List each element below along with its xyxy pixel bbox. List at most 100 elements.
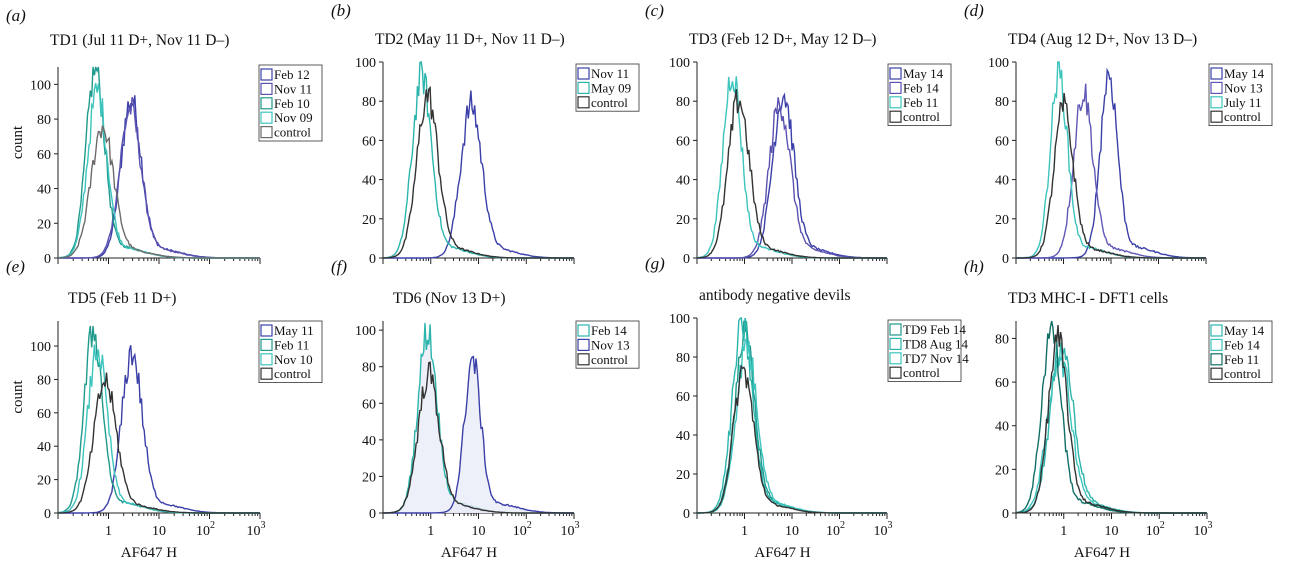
y-tick-label: 40: [362, 434, 376, 449]
panel-label: (a): [6, 6, 26, 25]
legend-swatch: [577, 353, 590, 366]
legend-entry: control: [274, 366, 311, 381]
y-tick-label: 100: [355, 324, 376, 339]
legend-swatch: [889, 96, 902, 109]
y-tick-label: 20: [676, 213, 690, 228]
panel-title: antibody negative devils: [699, 287, 851, 304]
legend-entry: May 14: [1224, 66, 1265, 81]
legend-entry: control: [591, 95, 628, 110]
panel-title: TD2 (May 11 D+, Nov 11 D–): [375, 31, 565, 48]
panel-label: (g): [645, 254, 665, 273]
series-line: [383, 85, 574, 259]
legend-swatch: [889, 67, 902, 80]
series-line: [58, 344, 260, 514]
panel-title: TD3 MHC-I - DFT1 cells: [1008, 290, 1168, 307]
legend-swatch: [577, 67, 590, 80]
y-tick-label: 60: [676, 134, 690, 149]
y-tick-label: 20: [37, 217, 51, 232]
y-tick-label: 40: [37, 440, 51, 455]
x-axis-label: AF647 H: [121, 545, 177, 561]
legend-swatch: [889, 352, 902, 365]
y-tick-label: 40: [362, 174, 376, 189]
series-line: [57, 125, 260, 259]
y-tick-label: 60: [995, 376, 1009, 391]
legend-entry: control: [1224, 109, 1261, 124]
y-tick-label: 80: [676, 95, 690, 110]
legend-swatch: [260, 338, 273, 351]
chart-panel: (c) TD3 (Feb 12 D+, May 12 D–) 0 20 40 60 80 10…: [645, 1, 952, 267]
legend-swatch: [889, 81, 902, 95]
legend-swatch: [260, 125, 273, 139]
legend-entry: Nov 11: [274, 81, 312, 96]
chart-panel: (e) TD5 (Feb 11 D+) 0 20 40 60 80 100 1 10 102 103 c…: [6, 257, 323, 561]
legend-entry: TD9 Feb 14: [903, 322, 966, 337]
legend-entry: May 09: [591, 80, 631, 95]
x-tick-label: 10: [785, 524, 799, 539]
y-tick-label: 40: [995, 174, 1009, 189]
x-tick-label: 103: [874, 520, 893, 539]
legend-entry: Feb 12: [274, 67, 310, 82]
legend-swatch: [889, 323, 902, 336]
y-tick-label: 40: [995, 420, 1009, 435]
y-tick-label: 80: [362, 361, 376, 376]
legend-swatch: [577, 96, 590, 109]
y-tick-label: 0: [1002, 507, 1009, 522]
y-tick-label: 60: [37, 148, 51, 163]
y-tick-label: 0: [683, 507, 690, 522]
legend-entry: TD7 Nov 14: [903, 351, 969, 366]
series-line: [58, 372, 260, 514]
x-axis-label: AF647 H: [1074, 545, 1130, 561]
chart-panel: (a) TD1 (Jul 11 D+, Nov 11 D–) 0 20 40 60 80 10…: [6, 6, 323, 267]
legend-entry: Nov 09: [274, 110, 313, 125]
y-tick-label: 40: [676, 429, 690, 444]
legend-entry: Feb 11: [903, 95, 938, 110]
y-tick-label: 100: [669, 56, 690, 71]
legend-entry: Feb 11: [274, 337, 309, 352]
legend-swatch: [577, 81, 590, 95]
y-tick-label: 60: [995, 134, 1009, 149]
legend-entry: Nov 13: [591, 337, 630, 352]
panel-label: (c): [645, 1, 664, 20]
panel-title: TD5 (Feb 11 D+): [68, 290, 176, 307]
legend-entry: control: [1224, 366, 1261, 381]
legend-entry: Nov 13: [1224, 80, 1263, 95]
series-line: [1016, 61, 1206, 259]
y-tick-label: 0: [1002, 252, 1009, 267]
series-line: [1016, 67, 1206, 259]
y-tick-label: 100: [30, 340, 51, 355]
y-tick-label: 0: [44, 507, 51, 522]
chart-panel: (b) TD2 (May 11 D+, Nov 11 D–) 0 20 40 60 80 10…: [331, 1, 640, 267]
legend-swatch: [1210, 338, 1223, 351]
chart-panel: (g)antibody negative devils0204060801001…: [645, 254, 969, 561]
y-tick-label: 0: [683, 252, 690, 267]
x-tick-label: 10: [472, 524, 486, 539]
legend-swatch: [889, 110, 902, 123]
series-fill: [383, 356, 574, 513]
legend-entry: May 11: [274, 323, 314, 338]
x-tick-label: 102: [196, 520, 215, 539]
legend-entry: Feb 14: [903, 80, 939, 95]
legend-swatch: [260, 68, 273, 81]
panel-title: TD4 (Aug 12 D+, Nov 13 D–): [1008, 31, 1197, 48]
y-tick-label: 100: [30, 78, 51, 93]
series-line: [1015, 342, 1207, 514]
legend-swatch: [889, 366, 902, 379]
legend-entry: Feb 10: [274, 96, 310, 111]
series-line: [1016, 325, 1207, 514]
legend-swatch: [1210, 367, 1223, 380]
series-line: [57, 325, 260, 514]
x-tick-label: 102: [1146, 520, 1165, 539]
panel-label: (f): [331, 257, 347, 276]
y-tick-label: 20: [362, 470, 376, 485]
x-tick-label: 1: [427, 524, 434, 539]
series-line: [1015, 320, 1207, 514]
x-tick-label: 103: [561, 520, 580, 539]
x-tick-label: 1: [105, 524, 112, 539]
legend-swatch: [577, 324, 590, 337]
y-tick-label: 0: [44, 252, 51, 267]
chart-panel: (d) TD4 (Aug 12 D+, Nov 13 D–) 0 20 40 60 80 10…: [964, 1, 1273, 267]
series-line: [383, 90, 574, 259]
legend-entry: July 11: [1224, 95, 1261, 110]
x-tick-label: 102: [826, 520, 845, 539]
